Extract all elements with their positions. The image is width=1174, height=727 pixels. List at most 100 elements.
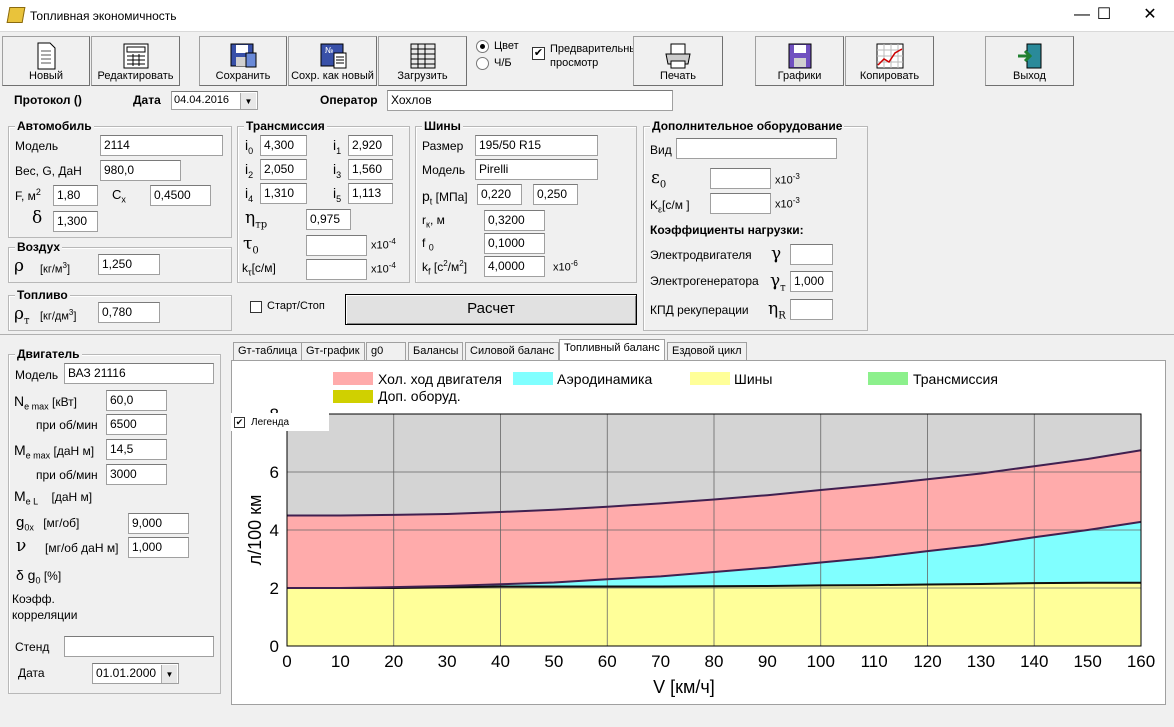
calculate-button[interactable]: Расчет — [345, 294, 637, 325]
eta-tr-label: ηтр — [245, 208, 268, 231]
car-model-label: Модель — [15, 139, 59, 153]
graphs-button[interactable]: Графики — [755, 36, 844, 86]
i0-field[interactable]: 4,300 — [260, 135, 307, 156]
g0x-field[interactable]: 9,000 — [128, 513, 189, 534]
x-tick-label: 30 — [438, 652, 457, 671]
k-tau-field[interactable] — [306, 259, 367, 280]
operator-field[interactable]: Хохлов — [387, 90, 673, 111]
protocol-label: Протокол () — [14, 93, 82, 107]
series-line-0 — [287, 581, 1141, 589]
k-eps-field[interactable] — [710, 193, 771, 214]
chevron-down-icon: ▼ — [240, 93, 256, 109]
g0x-label: g0x [мг/об] — [16, 514, 80, 533]
legend-checkbox[interactable]: ✔ — [234, 417, 245, 428]
preview-checkbox[interactable]: ✔ — [532, 47, 545, 60]
delta-field[interactable]: 1,300 — [53, 211, 98, 232]
maximize-button[interactable]: ☐ — [1096, 6, 1112, 23]
window-title: Топливная экономичность — [30, 9, 177, 23]
tab-power-balance[interactable]: Силовой баланс — [465, 342, 560, 360]
i5-field[interactable]: 1,113 — [348, 183, 393, 204]
tire-model-field[interactable]: Pirelli — [475, 159, 598, 180]
exit-button[interactable]: Выход — [985, 36, 1074, 86]
cx-field[interactable]: 0,4500 — [150, 185, 211, 206]
save-button[interactable]: Сохранить — [199, 36, 287, 86]
engine-date-select[interactable]: 01.01.2000 ▼ — [92, 663, 179, 684]
motor-coef-field[interactable] — [790, 244, 833, 265]
save-as-label: Сохр. как новый — [291, 70, 374, 82]
x-tick-label: 20 — [384, 652, 403, 671]
protocol-date-value: 04.04.2016 — [174, 94, 230, 106]
i4-field[interactable]: 1,310 — [260, 183, 307, 204]
car-weight-label: Вес, G, ДаН — [15, 164, 82, 178]
me-max-label: Me max [даН м] — [14, 442, 95, 461]
y-tick-label: 6 — [270, 463, 279, 482]
k-eps-label: Kε[с/м ] — [650, 198, 690, 215]
generator-coef-field[interactable]: 1,000 — [790, 271, 833, 292]
ne-max-field[interactable]: 60,0 — [106, 390, 167, 411]
tab-g0[interactable]: g0 — [366, 342, 406, 360]
legend-toggle[interactable]: ✔ Легенда — [231, 413, 329, 431]
rk-field[interactable]: 0,3200 — [484, 210, 545, 231]
me-max-field[interactable]: 14,5 — [106, 439, 167, 460]
color-radio[interactable] — [476, 40, 489, 53]
fuel-density-unit: [кг/дм3] — [40, 308, 77, 323]
recuperation-field[interactable] — [790, 299, 833, 320]
load-button[interactable]: Загрузить — [378, 36, 467, 86]
k-eps-multiplier: x10-3 — [775, 196, 800, 211]
tab-gt-table[interactable]: Gт-таблица — [233, 342, 303, 360]
tab-gt-graph[interactable]: Gт-график — [301, 342, 365, 360]
tau0-field[interactable] — [306, 235, 367, 256]
tire-pressure-front-field[interactable]: 0,220 — [477, 184, 522, 205]
tire-pressure-rear-field[interactable]: 0,250 — [533, 184, 578, 205]
tab-drive-cycle[interactable]: Ездовой цикл — [667, 342, 747, 360]
minimize-button[interactable]: — — [1074, 6, 1090, 23]
eps0-field[interactable] — [710, 168, 771, 189]
car-model-field[interactable]: 2114 — [100, 135, 223, 156]
edit-button[interactable]: Редактировать — [91, 36, 180, 86]
new-document-icon — [37, 42, 56, 70]
tire-size-field[interactable]: 195/50 R15 — [475, 135, 598, 156]
equipment-kind-field[interactable] — [676, 138, 837, 159]
close-button[interactable]: ✕ — [1143, 6, 1157, 23]
kf-field[interactable]: 4,0000 — [484, 256, 545, 277]
fuel-density-field[interactable]: 0,780 — [98, 302, 160, 323]
svg-text:№: № — [325, 46, 334, 55]
air-density-field[interactable]: 1,250 — [98, 254, 160, 275]
legend-tires: Шины — [734, 371, 773, 387]
copy-button[interactable]: Копировать — [845, 36, 934, 86]
engine-model-field[interactable]: ВАЗ 21116 — [64, 363, 214, 384]
start-stop-checkbox[interactable] — [250, 301, 262, 313]
stand-field[interactable] — [64, 636, 214, 657]
bw-radio[interactable] — [476, 57, 489, 70]
frontal-area-field[interactable]: 1,80 — [53, 185, 98, 206]
x-tick-label: 100 — [807, 652, 835, 671]
f0-field[interactable]: 0,1000 — [484, 233, 545, 254]
chart-copy-icon — [876, 43, 903, 69]
tab-balances[interactable]: Балансы — [408, 342, 464, 360]
gamma-t-symbol: γт — [770, 271, 786, 294]
eta-tr-field[interactable]: 0,975 — [306, 209, 351, 230]
series-line-1 — [287, 520, 1142, 589]
print-button[interactable]: Печать — [633, 36, 723, 86]
protocol-date-select[interactable]: 04.04.2016 ▼ — [171, 91, 258, 110]
i1-field[interactable]: 2,920 — [348, 135, 393, 156]
load-label: Загрузить — [397, 70, 448, 82]
new-label: Новый — [29, 70, 63, 82]
me-rpm-field[interactable]: 3000 — [106, 464, 167, 485]
color-label: Цвет — [494, 40, 519, 52]
i2-field[interactable]: 2,050 — [260, 159, 307, 180]
save-as-button[interactable]: № Сохр. как новый — [288, 36, 377, 86]
dg0-label: δ g0 [%] — [16, 567, 62, 586]
engine-group: Двигатель — [8, 347, 221, 694]
i3-field[interactable]: 1,560 — [348, 159, 393, 180]
x-tick-label: 90 — [758, 652, 777, 671]
tab-fuel-balance[interactable]: Топливный баланс — [559, 339, 665, 361]
ne-rpm-field[interactable]: 6500 — [106, 414, 167, 435]
car-weight-field[interactable]: 980,0 — [100, 160, 181, 181]
nu-field[interactable]: 1,000 — [128, 537, 189, 558]
nu-symbol: ν — [16, 536, 27, 556]
tires-group: Шины — [415, 119, 637, 283]
y-tick-label: 2 — [270, 579, 279, 598]
new-button[interactable]: Новый — [2, 36, 90, 86]
print-label: Печать — [659, 70, 697, 82]
